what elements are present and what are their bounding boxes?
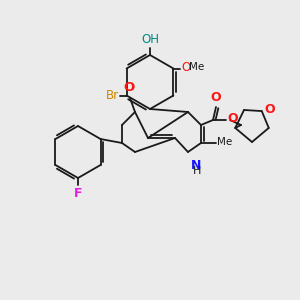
Text: Me: Me: [189, 62, 205, 73]
Text: Me: Me: [217, 137, 232, 147]
Text: H: H: [193, 166, 201, 176]
Text: O: O: [227, 112, 238, 125]
Text: O: O: [182, 61, 190, 74]
Text: O: O: [123, 81, 135, 94]
Text: O: O: [211, 91, 221, 104]
Text: N: N: [191, 159, 201, 172]
Text: O: O: [265, 103, 275, 116]
Text: F: F: [74, 187, 82, 200]
Text: OH: OH: [141, 33, 159, 46]
Text: Br: Br: [106, 89, 118, 102]
